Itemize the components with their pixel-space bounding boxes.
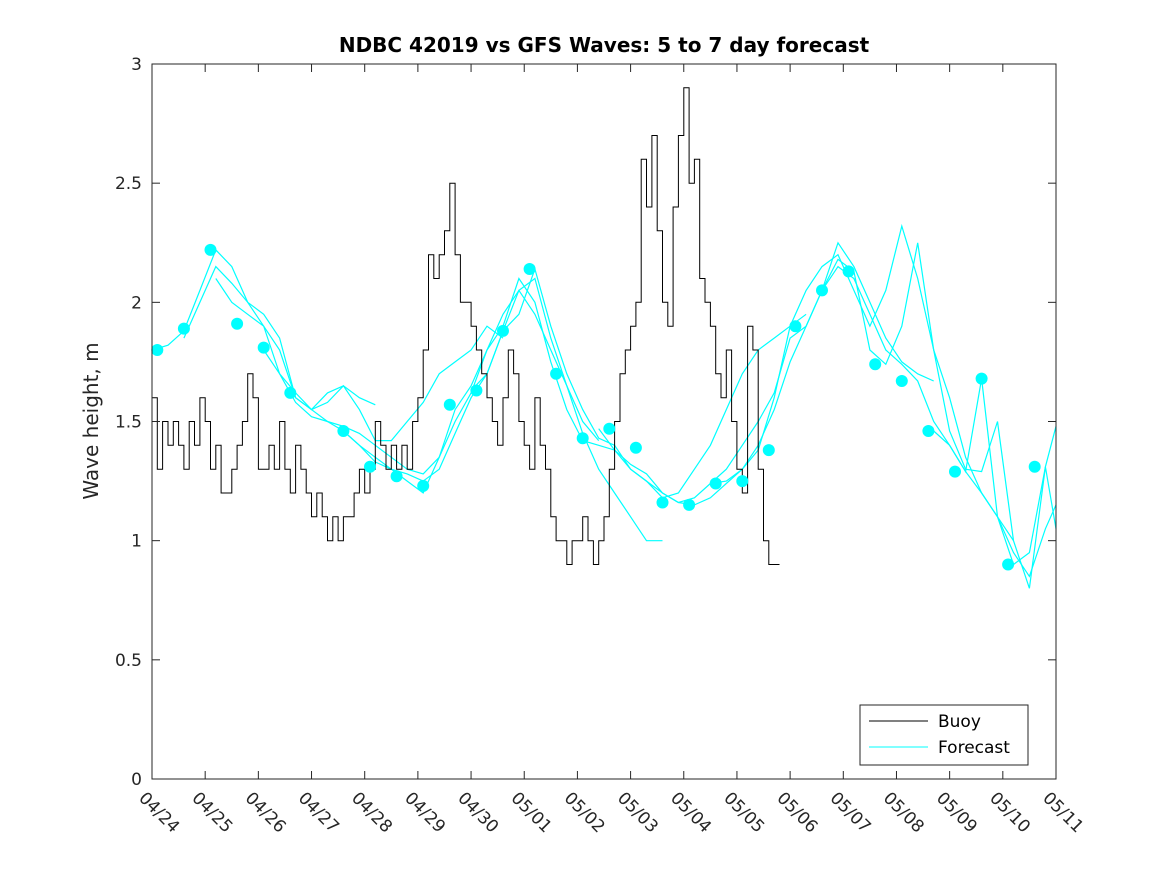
forecast-marker [497,324,509,337]
x-tick-label: 05/01 [507,788,556,837]
forecast-marker [550,367,563,380]
legend-buoy-label: Buoy [938,712,981,732]
forecast-run-4 [263,277,663,542]
forecast-marker [603,422,616,435]
x-tick-label: 04/27 [294,788,343,837]
forecast-run-10 [933,378,1057,566]
forecast-marker [656,496,669,509]
forecast-marker [470,384,483,397]
forecast-marker [231,317,244,330]
forecast-marker [417,479,430,492]
forecast-marker [949,465,961,478]
plot-background [152,64,1056,779]
x-tick-label: 04/29 [400,788,449,837]
y-tick-label: 2.5 [115,174,142,194]
forecast-marker [1002,558,1015,571]
forecast-marker [337,425,350,437]
x-tick-label: 04/25 [188,788,237,837]
y-tick-label: 0.5 [115,651,142,671]
forecast-marker [922,425,935,437]
forecast-marker [177,322,190,335]
x-tick-label: 04/26 [241,788,290,837]
x-tick-label: 05/08 [879,788,928,837]
forecast-marker [576,432,589,445]
y-tick-label: 3 [131,55,142,75]
forecast-marker [762,444,775,457]
forecast-marker [204,243,217,256]
legend-box [859,704,1029,766]
plot-area [151,63,1057,780]
forecast-marker [443,398,456,411]
y-axis-label: Wave height, m [79,342,103,499]
forecast-marker [523,263,536,275]
x-tick-label: 05/02 [560,788,609,837]
x-tick-label: 05/04 [666,788,715,837]
forecast-marker [709,477,722,490]
forecast-run-6 [470,241,934,506]
forecast-marker [151,344,164,356]
forecast-run-2 [183,265,504,442]
forecast-run-8 [710,223,1057,578]
forecast-markers-group [151,243,1041,571]
forecast-marker [869,358,882,371]
forecast-marker [842,265,855,278]
x-tick-label: 05/03 [613,788,662,837]
forecast-marker [364,460,376,473]
forecast-marker [284,386,297,399]
y-tick-label: 1 [131,532,142,552]
legend: Buoy Forecast [859,704,1029,766]
x-tick-label: 05/06 [773,788,822,837]
x-tick-label: 04/28 [347,788,396,837]
y-tick-label: 1.5 [115,413,142,433]
x-tick-label: 05/09 [932,788,981,837]
x-tick-label: 05/10 [985,788,1034,837]
x-tick-label: 05/05 [719,788,768,837]
x-tick-label: 05/07 [826,788,875,837]
x-tick-label: 04/30 [454,788,503,837]
forecast-run-1 [151,248,376,411]
forecast-marker [683,498,696,511]
forecast-marker [1028,460,1041,473]
buoy-series-line [152,87,780,565]
y-axis: 0 0.5 1 1.5 2 2.5 3 [115,55,1056,790]
x-tick-label: 05/11 [1038,788,1087,837]
forecast-marker [390,470,403,483]
forecast-run-7 [598,265,1014,542]
forecast-marker [736,475,749,488]
forecast-marker [975,372,988,385]
y-tick-label: 2 [131,293,142,313]
forecast-marker [895,375,908,387]
x-tick-label: 04/24 [134,788,183,837]
forecast-marker [257,341,270,354]
forecast-marker [789,320,802,333]
legend-forecast-label: Forecast [938,738,1010,758]
forecast-marker [629,441,642,454]
y-tick-label: 0 [131,770,142,790]
forecast-run-9 [821,242,1057,589]
forecast-marker [816,284,828,297]
chart-title: NDBC 42019 vs GFS Waves: 5 to 7 day fore… [339,33,870,57]
buoy-series-group [152,87,780,565]
